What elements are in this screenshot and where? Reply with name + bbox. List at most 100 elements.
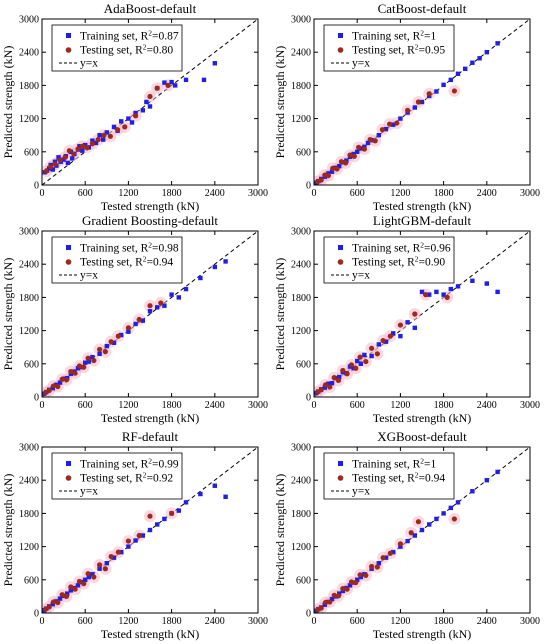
x-tick-label: 3000 bbox=[248, 616, 268, 627]
test-point bbox=[361, 146, 367, 152]
train-point bbox=[198, 275, 203, 281]
train-point bbox=[155, 522, 160, 527]
y-tick-label: 1800 bbox=[19, 293, 39, 304]
test-point bbox=[369, 345, 375, 351]
chart-title: LightGBM-default bbox=[373, 213, 472, 228]
test-point bbox=[356, 144, 362, 150]
test-point bbox=[158, 300, 164, 306]
train-point bbox=[412, 325, 417, 331]
train-point bbox=[477, 56, 482, 61]
x-tick-label: 600 bbox=[78, 400, 93, 411]
legend-test-marker bbox=[65, 47, 72, 53]
y-axis-label: Predicted strength (kN) bbox=[273, 46, 287, 159]
x-axis-label: Tested strength (kN) bbox=[101, 411, 199, 425]
test-point bbox=[380, 555, 386, 561]
test-point bbox=[327, 599, 333, 605]
x-tick-label: 0 bbox=[40, 188, 45, 199]
x-tick-label: 1200 bbox=[118, 400, 138, 411]
train-point bbox=[427, 292, 432, 297]
legend-line-label: y=x bbox=[80, 270, 98, 282]
train-point bbox=[173, 83, 178, 88]
test-point bbox=[353, 579, 359, 586]
train-point bbox=[455, 500, 461, 505]
test-point bbox=[68, 368, 74, 375]
train-point bbox=[329, 380, 335, 386]
train-point bbox=[484, 50, 489, 55]
train-point bbox=[65, 160, 71, 166]
panel: RF-default 0 600 1200 1800 2400 3000 0 600 1200 18… bbox=[1, 429, 268, 641]
x-tick-label: 0 bbox=[312, 616, 317, 627]
x-tick-label: 1200 bbox=[118, 616, 138, 627]
x-axis-label: Tested strength (kN) bbox=[373, 411, 471, 425]
y-tick-label: 2400 bbox=[19, 260, 39, 271]
train-point bbox=[398, 333, 403, 339]
train-point bbox=[57, 596, 63, 601]
test-point bbox=[66, 148, 72, 154]
test-point bbox=[85, 571, 91, 577]
y-axis-label: Predicted strength (kN) bbox=[1, 46, 15, 159]
test-point bbox=[122, 124, 128, 130]
test-point bbox=[340, 586, 346, 592]
test-point bbox=[322, 599, 329, 606]
panel: LightGBM-default 0 600 1200 1800 2400 3000 0 600… bbox=[273, 213, 540, 425]
test-point bbox=[59, 592, 65, 598]
test-point bbox=[81, 364, 87, 370]
train-point bbox=[434, 516, 439, 522]
test-point bbox=[59, 376, 65, 382]
train-point bbox=[405, 320, 410, 325]
x-tick-label: 600 bbox=[78, 616, 93, 627]
train-point bbox=[86, 359, 91, 364]
train-point bbox=[56, 155, 61, 160]
test-point bbox=[415, 519, 421, 525]
test-point bbox=[107, 133, 113, 139]
plot-area bbox=[42, 447, 258, 613]
y-tick-label: 2400 bbox=[19, 48, 39, 59]
x-tick-label: 2400 bbox=[477, 188, 497, 199]
test-point bbox=[72, 586, 78, 592]
test-point bbox=[43, 168, 49, 174]
train-point bbox=[77, 144, 82, 149]
train-point bbox=[83, 577, 88, 582]
test-point bbox=[318, 387, 324, 393]
legend-box bbox=[323, 236, 455, 284]
train-point bbox=[441, 511, 446, 516]
train-point bbox=[441, 292, 446, 297]
legend-test-label: Testing set, R2=0.90 bbox=[352, 255, 445, 269]
train-point bbox=[463, 66, 468, 71]
y-tick-label: 600 bbox=[24, 359, 39, 370]
legend-test-label: Testing set, R2=0.95 bbox=[352, 43, 445, 57]
y-tick-label: 3000 bbox=[291, 443, 311, 454]
train-point bbox=[61, 157, 66, 162]
train-point bbox=[212, 264, 217, 270]
y-tick-label: 0 bbox=[34, 393, 39, 404]
train-point bbox=[90, 354, 95, 360]
legend-train-marker bbox=[66, 33, 71, 38]
train-point bbox=[68, 588, 73, 593]
test-point bbox=[108, 553, 114, 560]
train-point bbox=[147, 104, 153, 109]
test-point bbox=[169, 510, 175, 516]
y-axis-label: Predicted strength (kN) bbox=[1, 474, 15, 587]
x-tick-label: 2400 bbox=[477, 616, 497, 627]
test-point bbox=[335, 377, 342, 383]
train-point bbox=[223, 494, 228, 499]
test-point bbox=[331, 375, 337, 381]
train-point bbox=[383, 339, 389, 344]
test-point bbox=[84, 144, 90, 150]
train-point bbox=[470, 60, 475, 65]
x-tick-label: 0 bbox=[40, 400, 45, 411]
train-point bbox=[104, 130, 109, 135]
legend-line-label: y=x bbox=[352, 486, 370, 498]
train-point bbox=[376, 133, 381, 138]
panel: CatBoost-default 0 600 1200 1800 2400 3000 0 600… bbox=[273, 1, 540, 213]
train-point bbox=[495, 469, 500, 475]
test-point bbox=[57, 157, 63, 163]
x-tick-label: 1800 bbox=[434, 188, 454, 199]
train-point bbox=[75, 366, 81, 371]
test-point bbox=[63, 593, 70, 600]
test-point bbox=[408, 530, 414, 536]
x-tick-label: 3000 bbox=[520, 400, 540, 411]
train-point bbox=[365, 140, 371, 146]
legend-test-marker bbox=[65, 259, 72, 265]
